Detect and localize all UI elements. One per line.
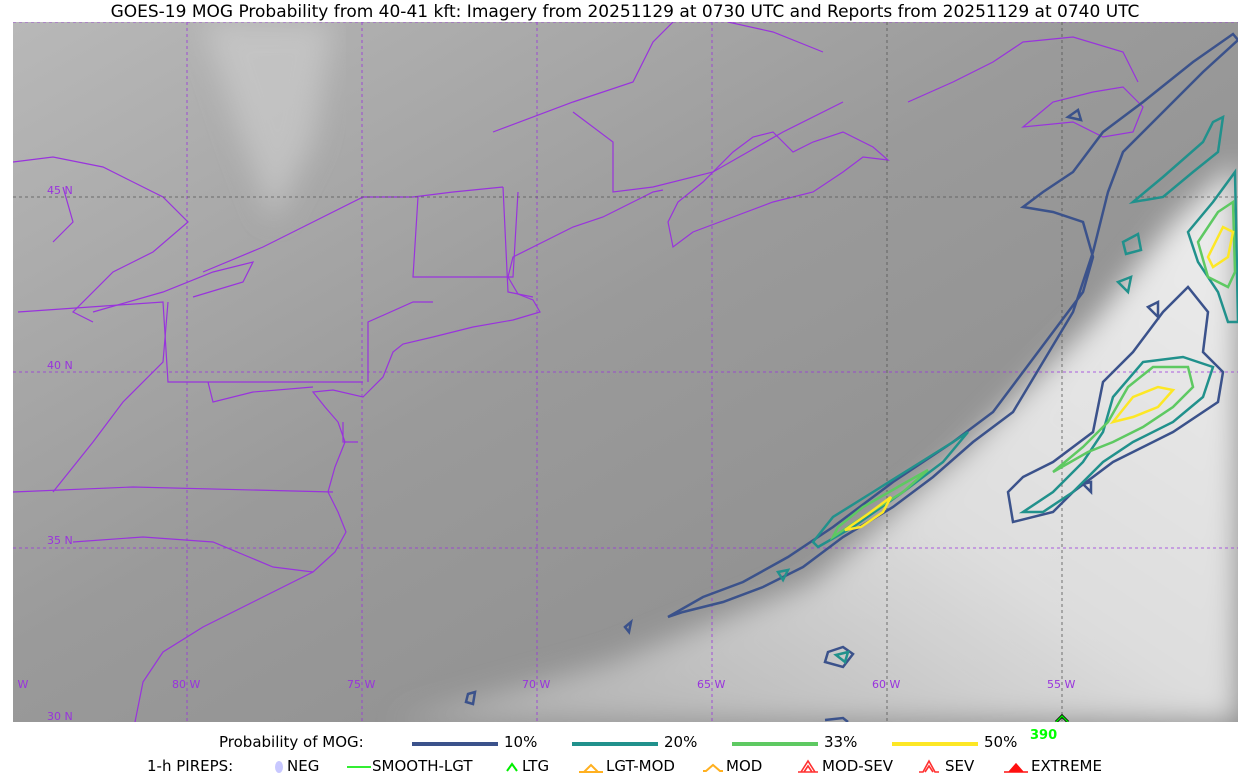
pirep-label: NEG	[287, 757, 320, 775]
level-label: 33%	[824, 733, 858, 751]
pireps-legend: 1-h PIREPS: NEG SMOOTH-LGT LTG LGT-MOD M…	[0, 757, 1250, 777]
neg-icon	[275, 761, 283, 773]
satellite-map: 45 N 40 N 35 N 30 N 85 W 80 W 75 W 70 W …	[13, 22, 1238, 722]
swatch-50	[892, 742, 978, 746]
pirep-label: MOD-SEV	[822, 757, 893, 775]
grid-labels: 45 N 40 N 35 N 30 N 85 W 80 W 75 W 70 W …	[13, 184, 1075, 722]
level-label: 50%	[984, 733, 1018, 751]
probability-legend: Probability of MOG: 10% 20% 33% 50%	[0, 733, 1250, 753]
probability-legend-label: Probability of MOG:	[219, 733, 364, 751]
contours-50	[844, 225, 1235, 532]
map-title: GOES-19 MOG Probability from 40-41 kft: …	[110, 2, 1140, 22]
pirep-label: SEV	[945, 757, 975, 775]
smooth-lgt-icon	[347, 766, 371, 768]
lon-label: 85 W	[13, 678, 28, 691]
cloud-band	[393, 162, 1238, 722]
lon-label: 60 W	[872, 678, 900, 691]
mod-sev-icon	[798, 759, 818, 773]
lat-label: 30 N	[47, 710, 73, 722]
pirep-label: SMOOTH-LGT	[372, 757, 473, 775]
lon-label: 55 W	[1047, 678, 1075, 691]
extreme-icon	[1004, 762, 1028, 773]
lon-label: 75 W	[347, 678, 375, 691]
swatch-20	[572, 742, 658, 746]
pireps-legend-label: 1-h PIREPS:	[147, 757, 234, 775]
pirep-label: LGT-MOD	[606, 757, 675, 775]
pirep-label: LTG	[522, 757, 550, 775]
level-label: 20%	[664, 733, 698, 751]
swatch-33	[732, 742, 818, 746]
lgt-mod-icon	[579, 763, 603, 773]
sev-icon	[919, 759, 939, 773]
swatch-10	[412, 742, 498, 746]
level-label: 10%	[504, 733, 538, 751]
lon-label: 70 W	[522, 678, 550, 691]
pirep-label: MOD	[726, 757, 763, 775]
ltg-icon	[506, 762, 518, 772]
report-altitude-label: 390	[1030, 728, 1058, 743]
mod-icon	[703, 763, 723, 772]
graticule	[13, 22, 1238, 722]
lon-label: 65 W	[697, 678, 725, 691]
pirep-label: EXTREME	[1031, 757, 1102, 775]
lat-label: 40 N	[47, 359, 73, 372]
lat-label: 45 N	[47, 184, 73, 197]
lat-label: 35 N	[47, 534, 73, 547]
lon-label: 80 W	[172, 678, 200, 691]
